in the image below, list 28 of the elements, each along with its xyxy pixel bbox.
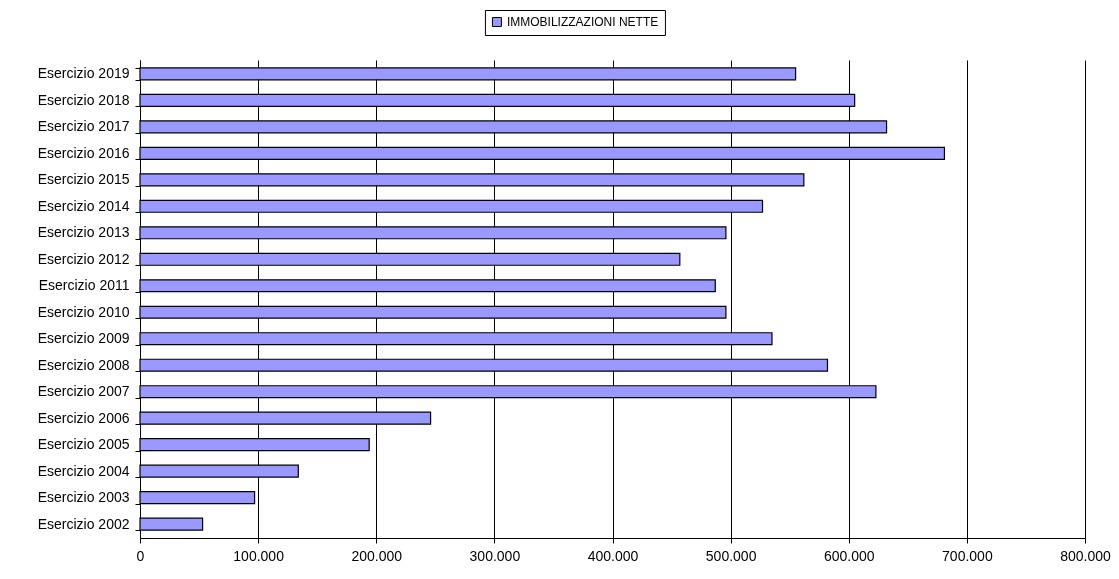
- y-tick-label: Esercizio 2017: [37, 118, 130, 135]
- y-tick-label: Esercizio 2013: [37, 224, 130, 241]
- y-tick-label: Esercizio 2008: [37, 356, 130, 373]
- x-tick-label: 200.000: [351, 547, 403, 564]
- x-tick-label: 700.000: [942, 547, 993, 564]
- y-tick-label: Esercizio 2007: [37, 383, 130, 400]
- x-tick-label: 300.000: [469, 547, 521, 564]
- y-tick-label: Esercizio 2003: [37, 489, 130, 506]
- y-tick-label: Esercizio 2014: [37, 197, 130, 214]
- x-tick-label: 600.000: [823, 547, 875, 564]
- y-tick-label: Esercizio 2006: [37, 409, 130, 426]
- x-tick-label: 400.000: [587, 547, 639, 564]
- legend-label: IMMOBILIZZAZIONI NETTE: [506, 15, 659, 29]
- x-tick-label: 0: [136, 547, 145, 564]
- x-tick-label: 500.000: [705, 547, 757, 564]
- y-tick-label: Esercizio 2012: [37, 250, 130, 267]
- y-tick-label: Esercizio 2016: [37, 144, 130, 161]
- y-tick-label: Esercizio 2011: [38, 277, 130, 294]
- y-tick-label: Esercizio 2019: [37, 65, 130, 82]
- y-tick-label: Esercizio 2010: [37, 303, 130, 320]
- y-tick-label: Esercizio 2018: [37, 91, 130, 108]
- y-tick-label: Esercizio 2004: [37, 462, 130, 479]
- y-tick-label: Esercizio 2002: [37, 515, 130, 532]
- y-tick-label: Esercizio 2015: [37, 171, 130, 188]
- x-tick-label: 800.000: [1060, 547, 1112, 564]
- y-tick-label: Esercizio 2009: [37, 330, 130, 347]
- x-tick-label: 100.000: [233, 547, 285, 564]
- y-tick-label: Esercizio 2005: [37, 436, 130, 453]
